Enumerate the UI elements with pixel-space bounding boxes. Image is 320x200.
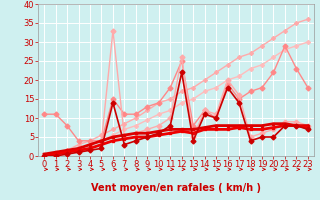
X-axis label: Vent moyen/en rafales ( km/h ): Vent moyen/en rafales ( km/h ) — [91, 183, 261, 193]
